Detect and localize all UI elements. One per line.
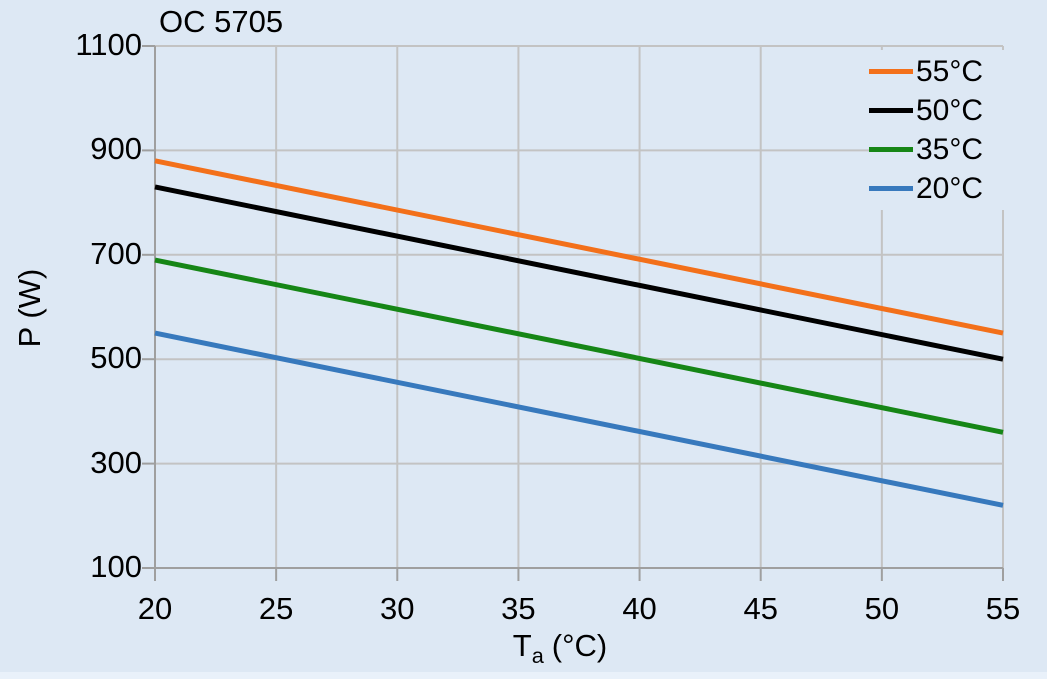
x-tick-label: 40	[622, 591, 657, 626]
legend: 55°C 50°C 35°C 20°C	[869, 50, 1007, 210]
x-tick-label: 45	[743, 591, 778, 626]
series-line-50°C	[154, 184, 1004, 362]
series-line-20°C	[154, 330, 1004, 508]
legend-item: 50°C	[869, 92, 1007, 129]
legend-swatch	[869, 147, 913, 152]
bottom-strip	[0, 672, 1047, 679]
x-axis-label-subscript: a	[531, 643, 544, 669]
legend-item: 20°C	[869, 170, 1007, 207]
x-axis-label-unit: (°C)	[551, 628, 608, 663]
x-axis-label-symbol: T	[512, 628, 532, 663]
chart-title: OC 5705	[159, 4, 284, 39]
legend-label: 50°C	[916, 93, 984, 127]
x-tick-label: 20	[137, 591, 173, 626]
legend-item: 35°C	[869, 131, 1007, 168]
legend-swatch	[869, 69, 913, 74]
y-tick-label: 500	[90, 340, 142, 376]
y-tick-label: 700	[90, 235, 142, 271]
y-tick-label: 900	[90, 131, 142, 167]
legend-swatch	[869, 108, 913, 113]
series-line-35°C	[154, 257, 1004, 435]
x-tick-label: 35	[501, 591, 536, 626]
legend-label: 35°C	[916, 132, 984, 166]
series-line-55°C	[154, 158, 1004, 336]
legend-swatch	[869, 186, 913, 191]
legend-label: 20°C	[916, 171, 984, 205]
y-tick-label: 300	[90, 444, 142, 480]
x-tick-label: 55	[985, 591, 1021, 626]
legend-label: 55°C	[916, 54, 984, 88]
x-tick-label: 25	[258, 591, 294, 626]
y-tick-label: 100	[90, 549, 142, 584]
y-tick-label: 1100	[75, 27, 142, 62]
x-axis-label: Ta (°C)	[513, 628, 607, 669]
legend-item: 55°C	[869, 53, 1007, 90]
x-tick-label: 50	[864, 591, 900, 626]
x-tick-label: 30	[380, 591, 415, 626]
